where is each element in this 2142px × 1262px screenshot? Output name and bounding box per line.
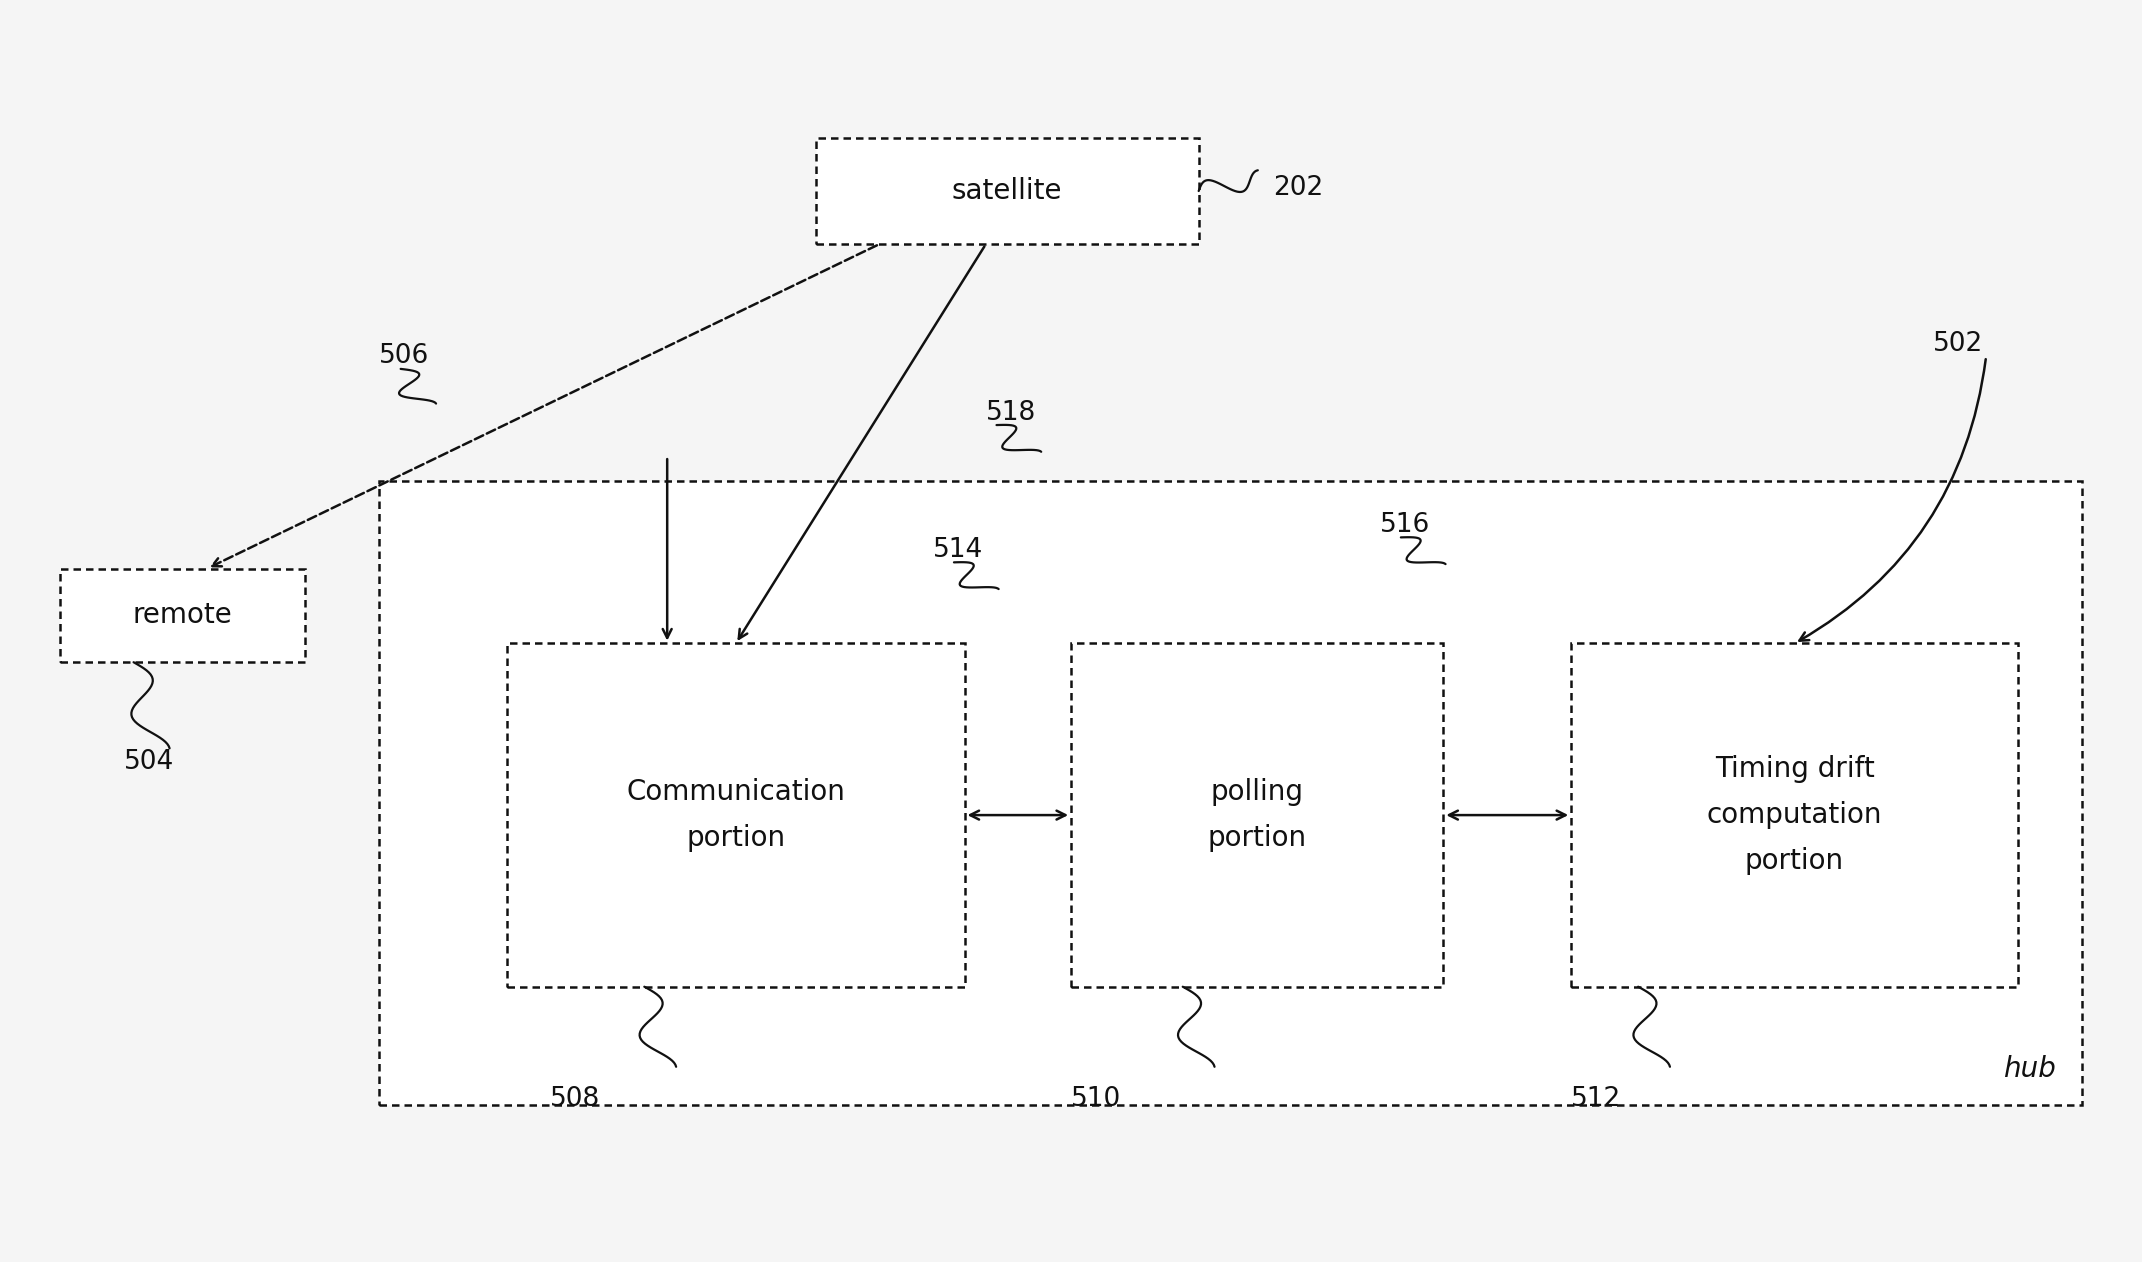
Bar xyxy=(816,138,1200,244)
Text: 508: 508 xyxy=(550,1087,600,1112)
Text: 518: 518 xyxy=(985,400,1037,425)
Bar xyxy=(1071,644,1444,987)
Bar xyxy=(508,644,964,987)
Bar xyxy=(379,481,2082,1106)
Text: hub: hub xyxy=(2003,1055,2056,1083)
Text: 512: 512 xyxy=(1570,1087,1621,1112)
Text: Timing drift
computation
portion: Timing drift computation portion xyxy=(1707,756,1883,875)
Text: 202: 202 xyxy=(1272,175,1324,201)
Text: remote: remote xyxy=(133,602,231,630)
Text: 516: 516 xyxy=(1379,512,1431,538)
Text: Communication
portion: Communication portion xyxy=(625,779,846,852)
Text: 504: 504 xyxy=(124,750,174,775)
Text: 514: 514 xyxy=(932,536,983,563)
Text: 502: 502 xyxy=(1932,331,1983,357)
Text: 506: 506 xyxy=(379,343,431,370)
Text: 510: 510 xyxy=(1071,1087,1120,1112)
Text: polling
portion: polling portion xyxy=(1208,779,1307,852)
Bar xyxy=(1570,644,2018,987)
Text: satellite: satellite xyxy=(951,177,1062,204)
Bar xyxy=(60,569,304,663)
